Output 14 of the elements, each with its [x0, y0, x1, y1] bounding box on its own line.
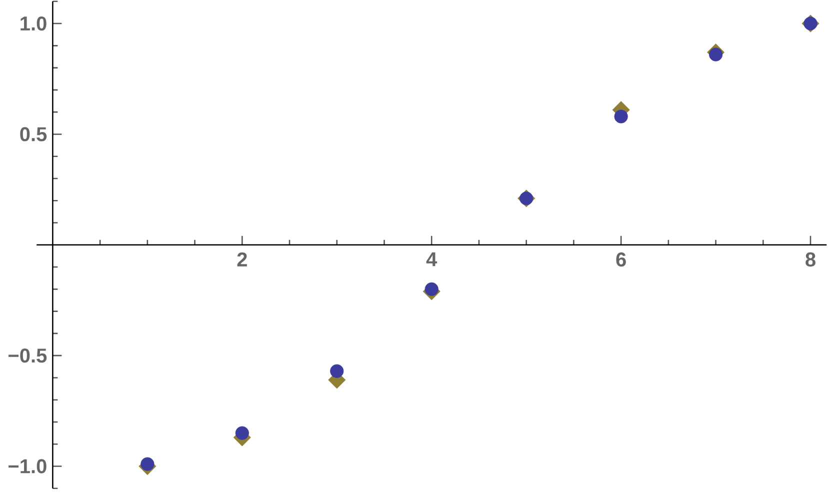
point — [330, 364, 344, 378]
x-tick-label: 2 — [237, 252, 247, 266]
point — [235, 426, 249, 440]
y-tick-label: 1.0 — [20, 16, 46, 31]
x-tick-label: 6 — [616, 252, 626, 267]
point — [614, 110, 628, 124]
point — [708, 48, 723, 62]
point — [140, 457, 154, 471]
x-tick-label: 4 — [426, 252, 438, 266]
point — [424, 282, 438, 296]
y-tick-label: 0.5 — [20, 127, 47, 142]
x-tick-label: 8 — [806, 252, 816, 267]
y-tick-label: −0.5 — [8, 348, 47, 363]
y-tick-label: −1.0 — [8, 459, 46, 474]
